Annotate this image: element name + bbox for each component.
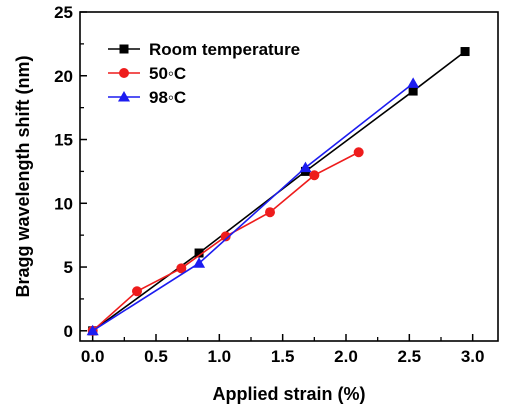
x-tick-label: 0.5 — [144, 347, 168, 366]
series-layer — [86, 47, 470, 336]
x-tick-label: 1.0 — [208, 347, 232, 366]
data-point — [132, 286, 142, 297]
data-point — [299, 161, 312, 173]
data-point — [265, 207, 275, 218]
data-point — [408, 86, 418, 96]
x-tick-label: 3.0 — [461, 347, 485, 366]
data-point — [353, 147, 364, 158]
x-tick-label: 2.0 — [334, 347, 358, 366]
y-tick-label: 15 — [54, 131, 73, 150]
legend: Room temperature 50◦C 98◦C — [108, 40, 300, 107]
legend-label: 50◦C — [149, 64, 186, 83]
series-line — [92, 82, 414, 332]
x-tick-label: 2.5 — [398, 347, 422, 366]
data-point — [86, 324, 99, 336]
plot-border — [79, 11, 499, 342]
legend-marker — [118, 91, 130, 102]
y-tick-label: 5 — [64, 258, 73, 277]
data-point — [176, 263, 187, 274]
legend-label: Room temperature — [149, 40, 300, 59]
legend-marker — [119, 68, 129, 78]
x-tick-label: 1.5 — [271, 347, 295, 366]
series-line — [92, 151, 360, 332]
y-tick-label: 20 — [54, 67, 73, 86]
data-point — [193, 257, 206, 268]
y-tick-label: 0 — [64, 322, 73, 341]
legend-label: 98◦C — [149, 88, 186, 107]
x-tick-label: 0.0 — [81, 347, 105, 366]
y-tick-label: 25 — [54, 3, 73, 22]
data-point — [309, 170, 320, 181]
data-point — [460, 47, 470, 57]
legend-item: 50◦C — [108, 64, 186, 83]
y-axis: 0 5 10 15 20 25 — [54, 3, 87, 341]
x-axis-title: Applied strain (%) — [212, 384, 365, 404]
x-axis: 0.0 0.5 1.0 1.5 2.0 2.5 3.0 — [81, 334, 485, 366]
data-point — [407, 77, 420, 88]
legend-item: 98◦C — [108, 88, 186, 107]
plot-frame — [79, 11, 499, 342]
data-point — [220, 231, 231, 242]
series-triangle — [86, 77, 420, 336]
data-point — [194, 248, 204, 258]
legend-marker — [119, 44, 129, 54]
legend-item: Room temperature — [108, 40, 300, 59]
y-tick-label: 10 — [54, 194, 73, 213]
y-axis-title: Bragg wavelength shift (nm) — [13, 55, 33, 297]
